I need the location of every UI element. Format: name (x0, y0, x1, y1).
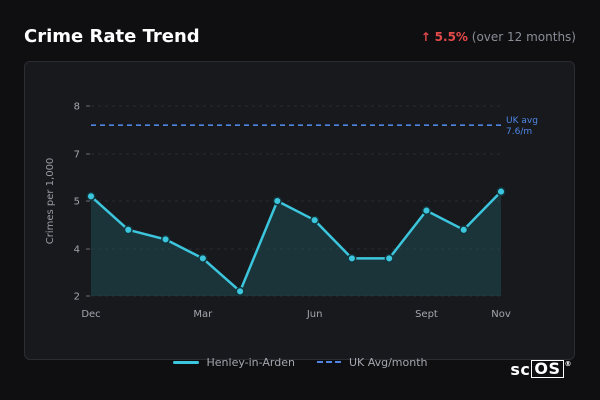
data-point (235, 286, 245, 296)
trend-value: 5.5% (434, 30, 468, 44)
trend-up-arrow-icon: ↑ (420, 30, 431, 44)
data-point (198, 253, 208, 263)
reference-label-name: UK avg (506, 116, 538, 126)
y-tick-label: 7 (74, 150, 80, 161)
logo-text-plain: sc (510, 360, 531, 379)
x-tick-label: Mar (193, 309, 213, 320)
x-tick-label: Nov (491, 309, 511, 320)
y-tick-label: 8 (74, 102, 80, 113)
x-tick-label: Dec (81, 309, 100, 320)
legend-item-series[interactable]: Henley-in-Arden (172, 355, 295, 369)
data-point (347, 253, 357, 263)
data-point (384, 253, 394, 263)
data-point (160, 234, 171, 244)
series-area-fill (91, 191, 501, 296)
y-tick-label: 4 (74, 245, 80, 256)
logo-text-boxed: OS (531, 360, 564, 378)
data-point (86, 191, 96, 201)
legend-label-reference: UK Avg/month (348, 355, 428, 369)
data-point (421, 206, 432, 216)
x-tick-label: Jun (306, 309, 323, 320)
data-point (310, 215, 320, 225)
data-point (272, 196, 282, 206)
data-point (123, 225, 133, 235)
legend-item-reference[interactable]: UK Avg/month (316, 355, 428, 369)
x-tick-label: Sept (415, 309, 438, 320)
data-point (459, 225, 469, 235)
y-tick-label: 2 (74, 292, 80, 303)
data-point (496, 187, 506, 197)
page-title: Crime Rate Trend (24, 26, 200, 47)
brand-logo: sc OS ® (510, 360, 572, 379)
series-line (90, 190, 502, 293)
header: Crime Rate Trend ↑ 5.5% (over 12 months) (24, 22, 576, 52)
chart-legend: Henley-in-Arden UK Avg/month (0, 352, 600, 372)
y-axis-label: Crimes per 1,000 (45, 158, 56, 245)
legend-solid-line-icon (172, 360, 199, 364)
trend-period: (over 12 months) (471, 30, 576, 44)
trend-indicator: ↑ 5.5% (over 12 months) (421, 28, 576, 46)
reference-label-value: 7.6/m (506, 127, 532, 137)
y-tick-label: 5 (74, 197, 80, 208)
legend-label-series: Henley-in-Arden (206, 355, 295, 369)
legend-dashed-line-icon (316, 361, 341, 363)
logo-registered-mark: ® (564, 360, 572, 368)
